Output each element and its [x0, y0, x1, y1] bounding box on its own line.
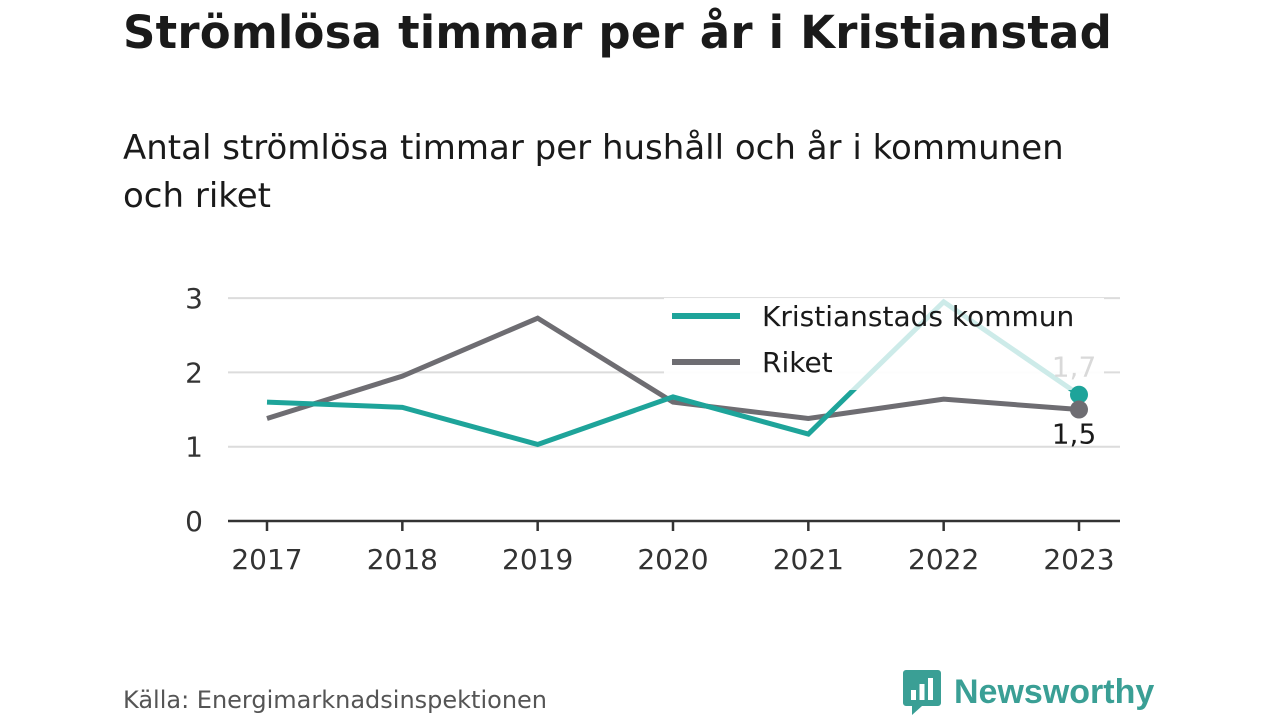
x-tick-label: 2021: [773, 543, 844, 576]
series-end-label: 1,5: [1052, 418, 1097, 451]
chart-subtitle: Antal strömlösa timmar per hushåll och å…: [123, 128, 1064, 216]
source-note: Källa: Energimarknadsinspektionen: [123, 686, 548, 714]
legend-label: Riket: [762, 346, 833, 379]
chart-title: Strömlösa timmar per år i Kristianstad: [123, 6, 1113, 59]
x-tick-label: 2023: [1043, 543, 1114, 576]
y-tick-label: 2: [185, 356, 203, 389]
series-line-1: [266, 315, 1080, 421]
x-tick-label: 2018: [367, 543, 438, 576]
newsworthy-logo-icon: [903, 670, 941, 715]
x-tick-label: 2022: [908, 543, 979, 576]
x-tick-label: 2017: [231, 543, 302, 576]
x-tick-label: 2019: [502, 543, 573, 576]
series-end-label: 1,7: [1052, 351, 1097, 384]
series-end-point: [1070, 385, 1088, 404]
brand-mark: Newsworthy: [902, 668, 1154, 716]
series-end-point: [1070, 400, 1088, 419]
brand-name: Newsworthy: [954, 672, 1155, 711]
y-tick-label: 3: [185, 282, 203, 315]
legend-label: Kristianstads kommun: [762, 300, 1074, 333]
y-tick-label: 0: [185, 505, 203, 538]
y-tick-label: 1: [185, 431, 203, 464]
x-tick-label: 2020: [637, 543, 708, 576]
